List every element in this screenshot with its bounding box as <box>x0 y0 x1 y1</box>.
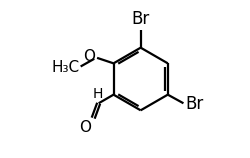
Text: Br: Br <box>185 95 203 113</box>
Text: O: O <box>83 49 95 64</box>
Text: H₃C: H₃C <box>52 60 80 75</box>
Text: Br: Br <box>132 10 150 28</box>
Text: H: H <box>93 87 103 101</box>
Text: O: O <box>79 120 91 135</box>
